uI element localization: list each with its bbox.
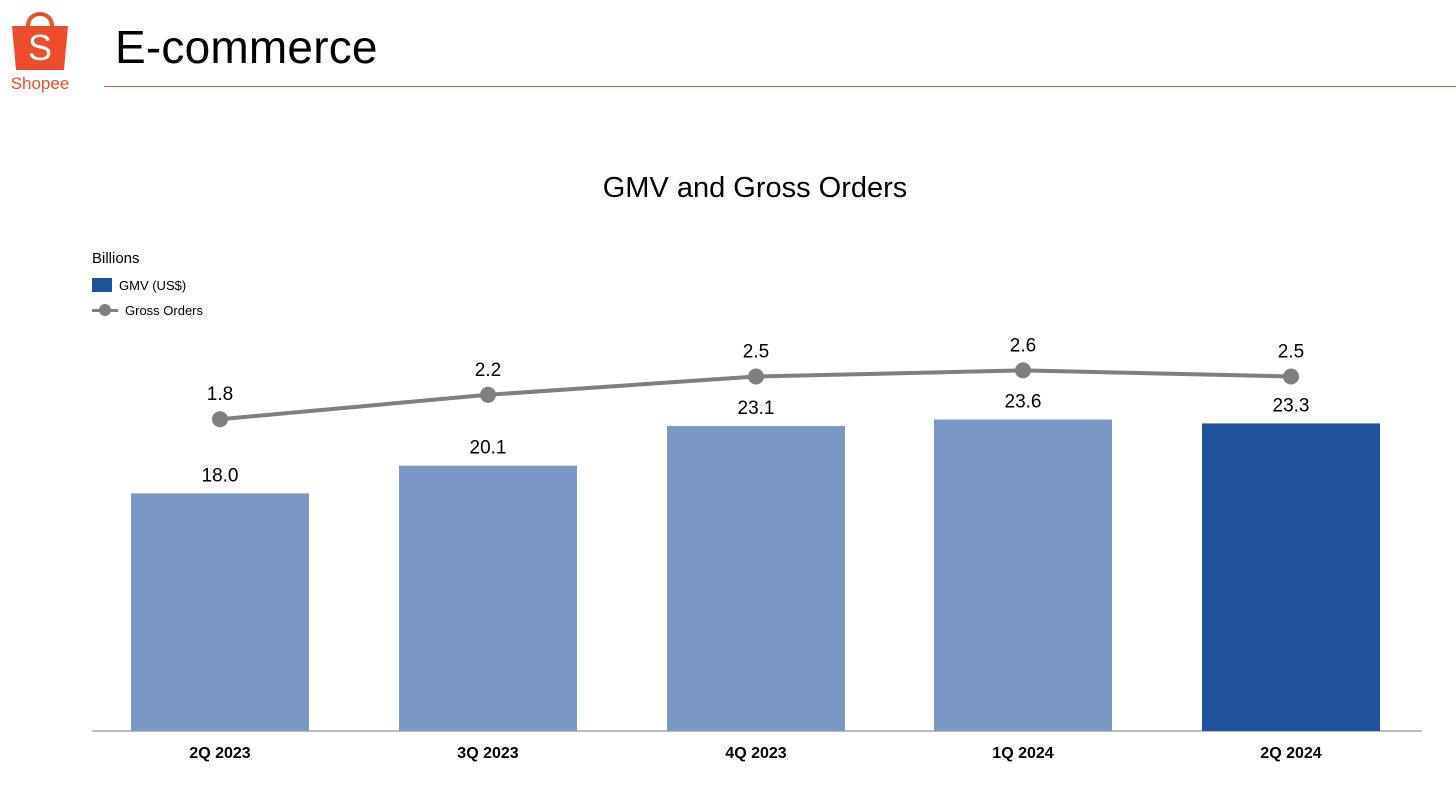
gross-orders-data-label: 1.8 [207, 384, 233, 405]
gross-orders-point [748, 368, 764, 385]
logo-letter: S [28, 27, 52, 68]
x-tick-label: 3Q 2023 [457, 745, 518, 762]
gmv-data-label: 23.3 [1273, 395, 1310, 416]
x-tick-label: 4Q 2023 [725, 745, 786, 762]
logo-wordmark: Shopee [10, 74, 70, 93]
chart-legend: Billions GMV (US$) Gross Orders [92, 250, 203, 325]
gmv-bar [934, 419, 1112, 731]
gross-orders-data-label: 2.2 [475, 360, 501, 381]
gross-orders-point [1015, 362, 1031, 379]
gmv-data-label: 23.6 [1005, 391, 1042, 412]
legend-label-gross-orders: Gross Orders [125, 302, 204, 318]
header-divider [104, 86, 1456, 87]
shopee-logo: S Shopee [8, 8, 72, 96]
gmv-bar [131, 493, 309, 731]
gmv-bar [667, 426, 845, 731]
legend-swatch-gross-orders [92, 303, 118, 317]
shopping-bag-icon: S [12, 12, 68, 70]
x-tick-label: 1Q 2024 [992, 745, 1053, 762]
chart-title: GMV and Gross Orders [602, 172, 908, 204]
gross-orders-data-label: 2.5 [743, 342, 769, 363]
gmv-bar [1202, 423, 1380, 731]
legend-item-gross-orders: Gross Orders [92, 300, 203, 320]
legend-item-gmv: GMV (US$) [92, 275, 203, 295]
gmv-data-label: 18.0 [202, 465, 239, 486]
gross-orders-point [212, 411, 228, 428]
gmv-data-label: 23.1 [738, 398, 775, 419]
gross-orders-data-label: 2.6 [1010, 335, 1036, 356]
legend-swatch-gmv [92, 278, 112, 292]
gross-orders-point [1283, 368, 1299, 385]
gross-orders-data-label: 2.5 [1278, 342, 1304, 363]
gmv-bar [399, 465, 577, 731]
unit-label: Billions [92, 250, 140, 267]
legend-label-gmv: GMV (US$) [119, 277, 187, 293]
page-title: E-commerce [115, 21, 378, 73]
x-tick-label: 2Q 2024 [1260, 745, 1321, 762]
gross-orders-point [480, 386, 496, 403]
gmv-data-label: 20.1 [470, 438, 507, 459]
x-tick-label: 2Q 2023 [189, 745, 250, 762]
